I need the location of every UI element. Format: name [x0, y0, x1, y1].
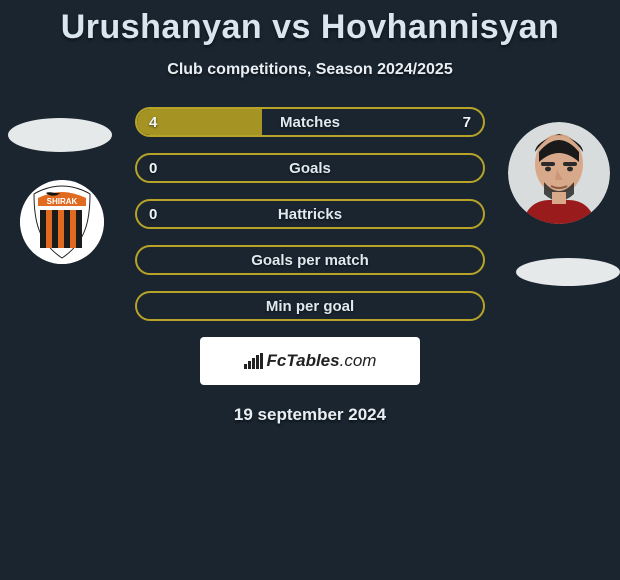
stat-row: Goals per match — [135, 245, 485, 275]
stat-value-right: 7 — [451, 109, 483, 135]
stat-row: Min per goal — [135, 291, 485, 321]
stats-list: Matches47Goals0Hattricks0Goals per match… — [135, 107, 485, 321]
branding-badge: FcTables.com — [200, 337, 420, 385]
stat-label: Hattricks — [137, 201, 483, 227]
left-player-placeholder — [8, 118, 112, 152]
left-club-logo: SHIRAK — [20, 180, 104, 264]
stat-value-left: 4 — [137, 109, 169, 135]
stat-value-left: 0 — [137, 155, 169, 181]
stat-value-left: 0 — [137, 201, 169, 227]
stat-row: Matches4 7 — [135, 107, 485, 137]
bars-icon — [244, 353, 263, 369]
branding-text: FcTables.com — [267, 351, 377, 371]
svg-text:SHIRAK: SHIRAK — [47, 197, 78, 206]
stat-row: Hattricks0 — [135, 199, 485, 229]
right-club-placeholder — [516, 258, 620, 286]
stat-row: Goals0 — [135, 153, 485, 183]
date-line: 19 september 2024 — [0, 405, 620, 425]
page-title: Urushanyan vs Hovhannisyan — [0, 8, 620, 47]
stat-label: Matches — [137, 109, 483, 135]
stat-label: Goals per match — [137, 247, 483, 273]
subtitle: Club competitions, Season 2024/2025 — [0, 61, 620, 79]
stat-label: Min per goal — [137, 293, 483, 319]
right-player-avatar — [508, 122, 610, 224]
stat-label: Goals — [137, 155, 483, 181]
